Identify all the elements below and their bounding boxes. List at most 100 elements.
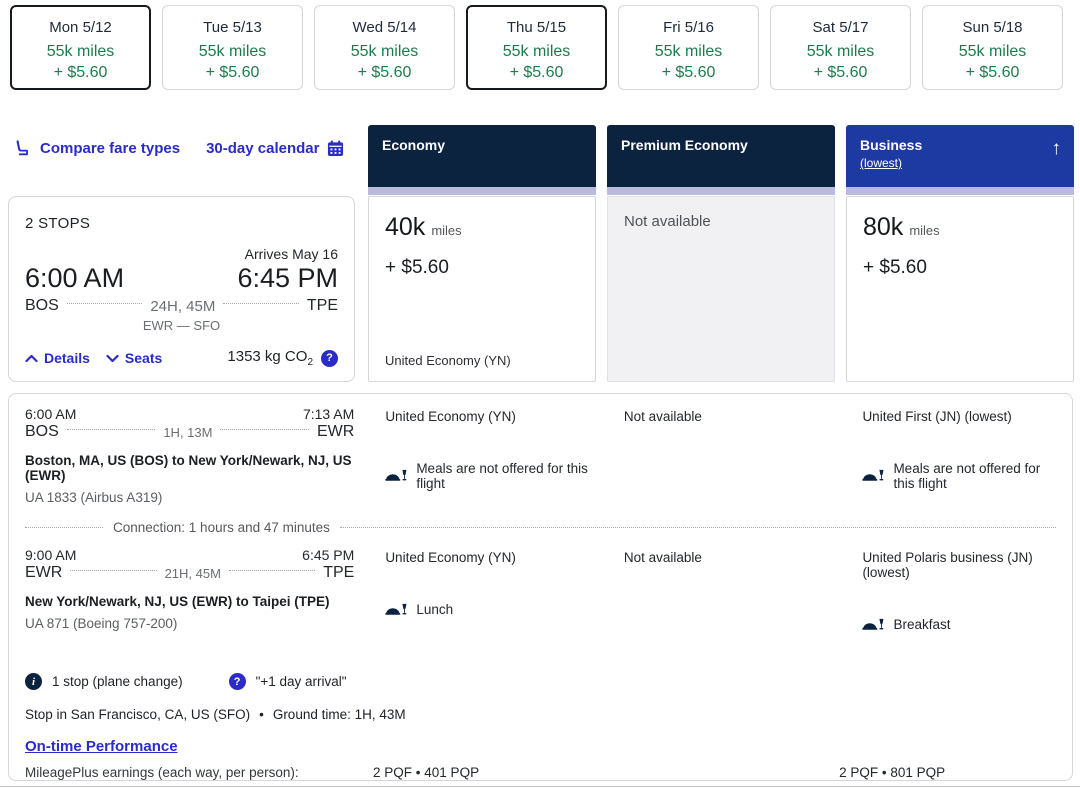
segment2-premium-cabin: Not available bbox=[623, 550, 702, 565]
segment-row-2: 9:00 AM 6:45 PM EWR 21H, 45M TPE New Yor… bbox=[9, 547, 1072, 659]
premium-economy-header-title: Premium Economy bbox=[621, 137, 748, 153]
connection-dotted-line bbox=[25, 527, 103, 528]
date-miles: 55k miles bbox=[806, 43, 875, 60]
itinerary-notes: i 1 stop (plane change) ? "+1 day arriva… bbox=[9, 659, 1072, 722]
economy-fee: + $5.60 bbox=[385, 257, 449, 278]
economy-product: United Economy (YN) bbox=[385, 353, 511, 368]
bullet-separator: • bbox=[259, 707, 264, 722]
arrow-up-icon[interactable]: ↑ bbox=[1051, 138, 1062, 159]
date-fee: + $5.60 bbox=[509, 64, 564, 81]
date-card-sun-5-18[interactable]: Sun 5/18 55k miles + $5.60 bbox=[922, 5, 1063, 90]
seat-icon bbox=[14, 139, 32, 157]
seats-label: Seats bbox=[124, 350, 163, 366]
segment1-depart-time: 6:00 AM bbox=[25, 406, 77, 422]
date-label: Sun 5/18 bbox=[962, 19, 1023, 36]
details-footer: On-time Performance MileagePlus earnings… bbox=[9, 738, 1072, 780]
date-fee: + $5.60 bbox=[813, 64, 868, 81]
column-business: Business (lowest) ↑ bbox=[846, 125, 1074, 195]
segment1-flight-number: UA 1833 (Airbus A319) bbox=[25, 490, 163, 505]
route-dotted-line bbox=[66, 303, 143, 304]
connection-row: Connection: 1 hours and 47 minutes bbox=[25, 520, 1056, 535]
date-card-wed-5-14[interactable]: Wed 5/14 55k miles + $5.60 bbox=[314, 5, 455, 90]
chevron-up-icon bbox=[25, 354, 38, 363]
date-miles: 55k miles bbox=[654, 43, 723, 60]
flight-summary-card: 2 STOPS Arrives May 16 6:00 AM 6:45 PM B… bbox=[8, 196, 355, 382]
segment-row-1: 6:00 AM 7:13 AM BOS 1H, 13M EWR Boston, … bbox=[9, 406, 1072, 518]
date-card-tue-5-13[interactable]: Tue 5/13 55k miles + $5.60 bbox=[162, 5, 303, 90]
segment2-depart-code: EWR bbox=[25, 564, 63, 581]
flight-details-panel: 6:00 AM 7:13 AM BOS 1H, 13M EWR Boston, … bbox=[8, 393, 1073, 781]
segment2-economy-cabin: United Economy (YN) bbox=[385, 550, 516, 565]
co2-help-icon[interactable]: ? bbox=[321, 349, 338, 367]
plus-one-day-note: "+1 day arrival" bbox=[255, 674, 347, 689]
economy-earnings: 2 PQF • 401 PQP bbox=[373, 765, 480, 780]
plus-one-day-help-icon[interactable]: ? bbox=[228, 673, 246, 690]
date-label: Sat 5/17 bbox=[812, 19, 869, 36]
route-dotted-line bbox=[228, 570, 316, 571]
chevron-down-icon bbox=[106, 354, 119, 363]
segment2-duration: 21H, 45M bbox=[164, 565, 221, 581]
business-earnings: 2 PQF • 801 PQP bbox=[839, 765, 946, 780]
segment2-arrive-time: 6:45 PM bbox=[302, 547, 355, 563]
stop-detail: Stop in San Francisco, CA, US (SFO) bbox=[25, 707, 251, 722]
segment2-business-cabin: United Polaris business (JN) (lowest) bbox=[862, 550, 1033, 580]
date-label: Fri 5/16 bbox=[663, 19, 714, 36]
segment1-premium-cabin: Not available bbox=[623, 409, 702, 424]
date-label: Tue 5/13 bbox=[203, 19, 262, 36]
meal-icon bbox=[862, 469, 884, 483]
segment2-arrive-code: TPE bbox=[323, 564, 355, 581]
date-label: Mon 5/12 bbox=[49, 19, 112, 36]
business-header: Business (lowest) ↑ bbox=[846, 125, 1074, 187]
column-economy: Economy bbox=[368, 125, 596, 195]
segment2-route: New York/Newark, NJ, US (EWR) to Taipei … bbox=[25, 594, 330, 609]
date-card-mon-5-12[interactable]: Mon 5/12 55k miles + $5.60 bbox=[10, 5, 151, 90]
ground-time: Ground time: 1H, 43M bbox=[272, 707, 406, 722]
column-premium-economy: Premium Economy bbox=[607, 125, 835, 195]
compare-fare-types-label: Compare fare types bbox=[40, 139, 181, 157]
segment1-arrive-code: EWR bbox=[317, 423, 355, 440]
segment2-business-meal: Breakfast bbox=[893, 617, 951, 632]
meal-icon bbox=[385, 469, 407, 483]
date-card-fri-5-16[interactable]: Fri 5/16 55k miles + $5.60 bbox=[618, 5, 759, 90]
economy-fare-cell[interactable]: 40k miles + $5.60 United Economy (YN) bbox=[368, 196, 596, 382]
date-fee: + $5.60 bbox=[965, 64, 1020, 81]
date-card-sat-5-17[interactable]: Sat 5/17 55k miles + $5.60 bbox=[770, 5, 911, 90]
premium-economy-header: Premium Economy bbox=[607, 125, 835, 187]
business-fee: + $5.60 bbox=[863, 257, 927, 278]
segment1-business-cabin: United First (JN) (lowest) bbox=[862, 409, 1012, 424]
business-fare-cell[interactable]: 80k miles + $5.60 bbox=[846, 196, 1074, 382]
economy-miles-unit: miles bbox=[431, 223, 462, 238]
info-icon: i bbox=[25, 673, 42, 690]
business-header-strip bbox=[846, 187, 1074, 195]
route-dotted-line bbox=[66, 429, 156, 430]
premium-economy-fare-cell: Not available bbox=[607, 196, 835, 382]
date-miles: 55k miles bbox=[198, 43, 267, 60]
date-fee: + $5.60 bbox=[661, 64, 716, 81]
business-header-lowest-link[interactable]: (lowest) bbox=[860, 156, 903, 170]
segment2-flight-number: UA 871 (Boeing 757-200) bbox=[25, 616, 178, 631]
segment1-arrive-time: 7:13 AM bbox=[302, 406, 355, 422]
segment2-depart-time: 9:00 AM bbox=[25, 547, 77, 563]
segment1-route: Boston, MA, US (BOS) to New York/Newark,… bbox=[25, 453, 352, 483]
date-fee: + $5.60 bbox=[357, 64, 412, 81]
date-miles: 55k miles bbox=[502, 43, 571, 60]
depart-time: 6:00 AM bbox=[25, 263, 125, 293]
economy-header: Economy bbox=[368, 125, 596, 187]
connection-airports: EWR — SFO bbox=[142, 318, 221, 333]
route-dotted-line bbox=[70, 570, 157, 571]
compare-fare-types-link[interactable]: Compare fare types bbox=[14, 139, 180, 157]
calendar-icon bbox=[327, 139, 344, 157]
seats-toggle[interactable]: Seats bbox=[106, 350, 162, 366]
meal-icon bbox=[862, 618, 884, 632]
date-card-thu-5-15[interactable]: Thu 5/15 55k miles + $5.60 bbox=[466, 5, 607, 90]
details-toggle[interactable]: Details bbox=[25, 350, 90, 366]
segment2-economy-meal: Lunch bbox=[416, 602, 454, 617]
connection-dotted-line bbox=[339, 527, 1056, 528]
calendar-link[interactable]: 30-day calendar bbox=[206, 140, 344, 157]
premium-economy-header-strip bbox=[607, 187, 835, 195]
arrival-date-note: Arrives May 16 bbox=[244, 246, 338, 262]
date-label: Thu 5/15 bbox=[506, 19, 567, 36]
stop-note: 1 stop (plane change) bbox=[52, 674, 183, 689]
on-time-performance-link[interactable]: On-time Performance bbox=[25, 738, 178, 755]
business-header-title: Business bbox=[860, 137, 923, 153]
